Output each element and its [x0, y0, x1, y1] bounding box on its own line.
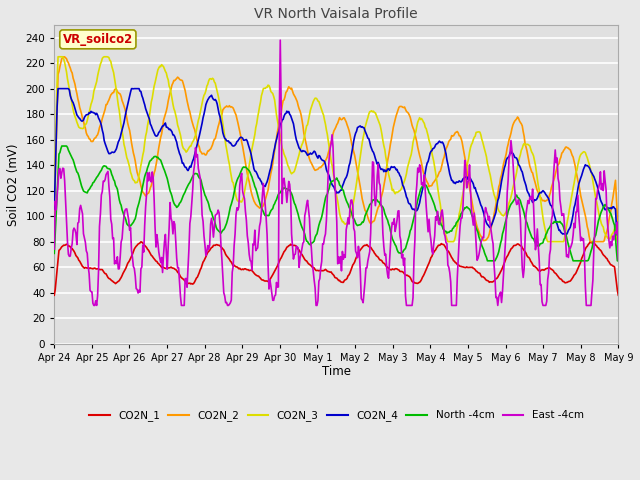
Text: VR_soilco2: VR_soilco2 [63, 33, 133, 46]
Legend: CO2N_1, CO2N_2, CO2N_3, CO2N_4, North -4cm, East -4cm: CO2N_1, CO2N_2, CO2N_3, CO2N_4, North -4… [84, 406, 588, 425]
X-axis label: Time: Time [322, 365, 351, 379]
Y-axis label: Soil CO2 (mV): Soil CO2 (mV) [7, 143, 20, 226]
Title: VR North Vaisala Profile: VR North Vaisala Profile [255, 7, 418, 21]
